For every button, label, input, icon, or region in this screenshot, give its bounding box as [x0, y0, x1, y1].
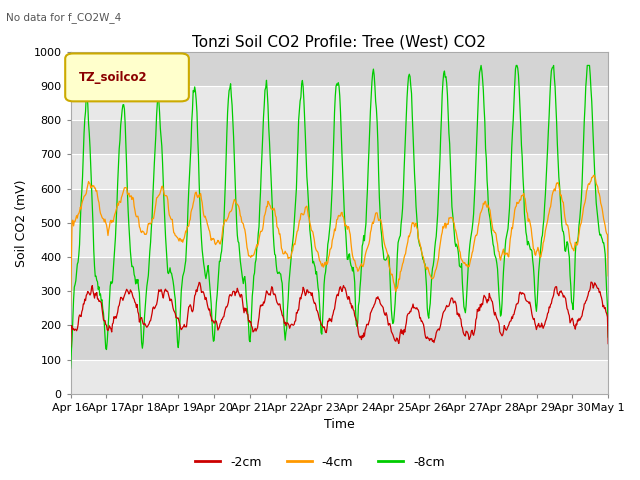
Title: Tonzi Soil CO2 Profile: Tree (West) CO2: Tonzi Soil CO2 Profile: Tree (West) CO2 — [193, 34, 486, 49]
-4cm — [67, 303, 74, 309]
-8cm — [604, 334, 612, 340]
X-axis label: Time: Time — [324, 419, 355, 432]
Line: -2cm: -2cm — [70, 282, 608, 347]
Bar — [70, 223, 608, 257]
-2cm — [420, 326, 428, 332]
-2cm — [604, 341, 612, 347]
Text: TZ_soilco2: TZ_soilco2 — [79, 71, 147, 84]
Line: -8cm: -8cm — [70, 65, 608, 368]
-8cm — [132, 281, 140, 287]
-2cm — [132, 300, 140, 306]
-8cm — [76, 219, 84, 225]
-4cm — [590, 172, 598, 178]
-2cm — [404, 311, 412, 316]
Bar — [70, 291, 608, 325]
-8cm — [404, 73, 412, 79]
Text: No data for f_CO2W_4: No data for f_CO2W_4 — [6, 12, 122, 23]
Bar — [70, 189, 608, 223]
Bar — [70, 86, 608, 120]
Bar — [70, 325, 608, 360]
Bar — [70, 120, 608, 155]
Bar — [70, 155, 608, 189]
Bar — [70, 360, 608, 394]
-8cm — [477, 62, 485, 68]
Bar — [70, 52, 608, 86]
-8cm — [215, 271, 223, 277]
-4cm — [186, 216, 194, 222]
Y-axis label: Soil CO2 (mV): Soil CO2 (mV) — [15, 179, 28, 266]
-4cm — [604, 273, 612, 279]
Bar — [70, 257, 608, 291]
-2cm — [67, 344, 74, 349]
-4cm — [132, 212, 140, 217]
Line: -4cm: -4cm — [70, 175, 608, 306]
-8cm — [420, 260, 428, 266]
-2cm — [186, 302, 194, 308]
-4cm — [404, 233, 412, 239]
-4cm — [420, 260, 428, 265]
-8cm — [186, 157, 194, 163]
-2cm — [215, 326, 223, 332]
Legend: -2cm, -4cm, -8cm: -2cm, -4cm, -8cm — [190, 451, 450, 474]
-4cm — [76, 204, 84, 210]
-2cm — [76, 312, 84, 318]
FancyBboxPatch shape — [65, 53, 189, 101]
-8cm — [67, 365, 74, 371]
-2cm — [587, 279, 595, 285]
-4cm — [215, 238, 223, 244]
